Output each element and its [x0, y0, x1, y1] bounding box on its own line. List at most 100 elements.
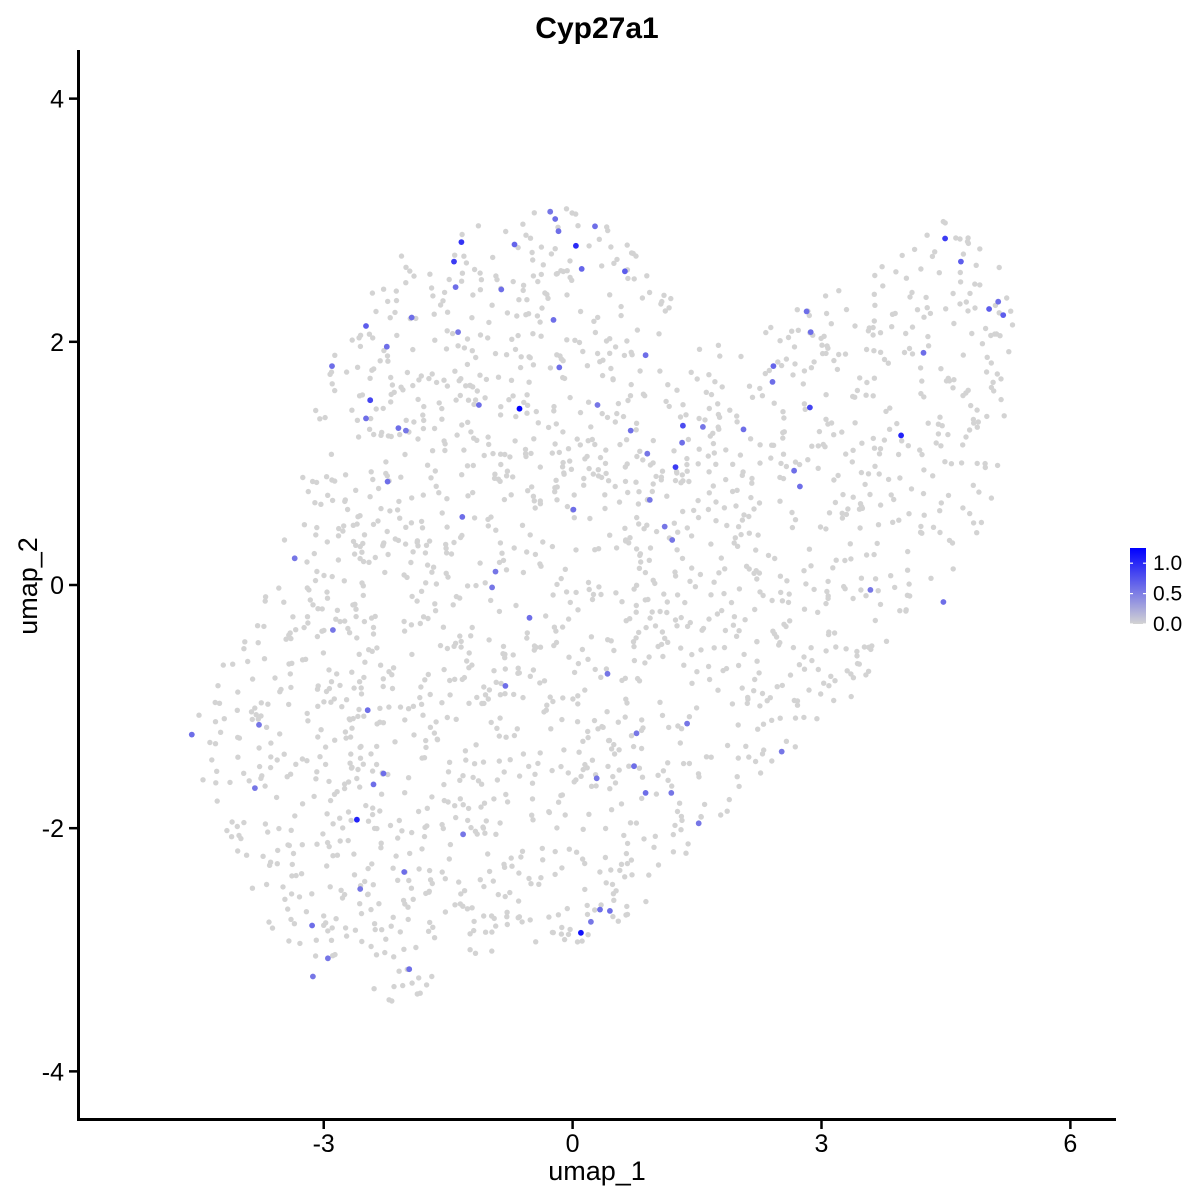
cell-point — [404, 574, 410, 581]
cell-point — [892, 584, 898, 591]
cell-point — [196, 712, 202, 718]
cell-point — [469, 348, 475, 354]
cell-point — [416, 975, 422, 981]
cell-point — [778, 589, 784, 596]
cell-point — [622, 525, 628, 531]
cell-point — [434, 736, 440, 742]
cell-point — [612, 344, 619, 350]
cell-point — [889, 324, 895, 330]
cell-point — [905, 548, 911, 555]
cell-point — [734, 487, 740, 493]
cell-point — [447, 841, 454, 848]
cell-point — [343, 735, 349, 741]
cell-point — [246, 778, 252, 784]
cell-point — [401, 946, 407, 952]
cell-point — [581, 482, 587, 488]
cell-point — [537, 680, 543, 686]
cell-point — [526, 379, 532, 385]
cell-point — [378, 505, 384, 512]
cell-point — [710, 483, 716, 489]
cell-point — [561, 471, 567, 477]
cell-point — [361, 618, 368, 625]
cell-point — [976, 489, 982, 495]
expressing-cell-point — [700, 424, 706, 430]
cell-point — [522, 446, 529, 453]
cell-point — [582, 687, 588, 693]
cell-point — [579, 938, 585, 944]
cell-point — [777, 639, 783, 646]
cell-point — [504, 310, 511, 316]
cell-point — [326, 667, 332, 673]
cell-point — [442, 876, 448, 882]
cell-point — [928, 575, 934, 581]
cell-point — [306, 587, 312, 593]
cell-point — [379, 429, 385, 436]
cell-point — [395, 877, 401, 883]
cell-point — [446, 276, 452, 283]
cell-point — [753, 568, 759, 574]
cell-point — [432, 608, 439, 614]
cell-point — [468, 633, 474, 639]
cell-point — [816, 428, 823, 435]
expressing-cell-point — [592, 223, 598, 230]
cell-point — [863, 672, 869, 678]
cell-point — [733, 503, 739, 509]
cell-point — [863, 552, 870, 558]
cell-point — [507, 454, 513, 460]
cell-point — [909, 324, 916, 330]
cell-point — [921, 467, 927, 473]
cell-point — [529, 780, 536, 786]
cell-point — [876, 451, 883, 457]
cell-point — [470, 489, 476, 496]
expressing-cell-point — [622, 268, 628, 275]
cell-point — [909, 289, 915, 296]
expressing-cell-point — [680, 422, 686, 429]
cell-point — [423, 737, 429, 744]
cell-point — [431, 425, 438, 432]
expressing-cell-point — [364, 707, 371, 714]
cell-point — [502, 451, 508, 458]
cell-point — [862, 481, 868, 488]
cell-point — [493, 923, 499, 929]
cell-point — [917, 447, 923, 453]
cell-point — [734, 774, 740, 780]
cell-point — [277, 689, 283, 695]
cell-point — [773, 634, 780, 640]
cell-point — [401, 618, 407, 625]
cell-point — [580, 826, 586, 832]
cell-point — [323, 920, 329, 926]
cell-point — [403, 524, 409, 530]
cell-point — [485, 516, 491, 523]
cell-point — [780, 435, 786, 441]
cell-point — [974, 424, 980, 430]
cell-point — [658, 641, 665, 648]
cell-point — [612, 483, 618, 490]
cell-point — [359, 549, 365, 555]
cell-point — [387, 508, 393, 514]
cell-point — [836, 288, 842, 294]
cell-point — [549, 929, 556, 936]
cell-point — [444, 328, 450, 334]
cell-point — [288, 684, 294, 691]
cell-point — [439, 700, 445, 706]
cell-point — [508, 855, 514, 861]
cell-point — [653, 791, 660, 797]
cell-point — [792, 517, 799, 523]
cell-point — [905, 443, 911, 449]
cell-point — [495, 891, 501, 898]
cell-point — [361, 532, 368, 538]
cell-point — [563, 206, 570, 212]
cell-point — [584, 911, 591, 918]
cell-point — [676, 800, 683, 806]
cell-point — [427, 919, 433, 926]
cell-point — [631, 276, 637, 282]
cell-point — [644, 273, 650, 279]
cell-point — [624, 911, 631, 918]
cell-point — [833, 644, 839, 650]
cell-point — [754, 658, 760, 664]
cell-point — [312, 500, 318, 506]
cell-point — [538, 271, 544, 278]
cell-point — [518, 354, 524, 360]
cell-point — [621, 352, 628, 359]
cell-point — [287, 771, 294, 777]
